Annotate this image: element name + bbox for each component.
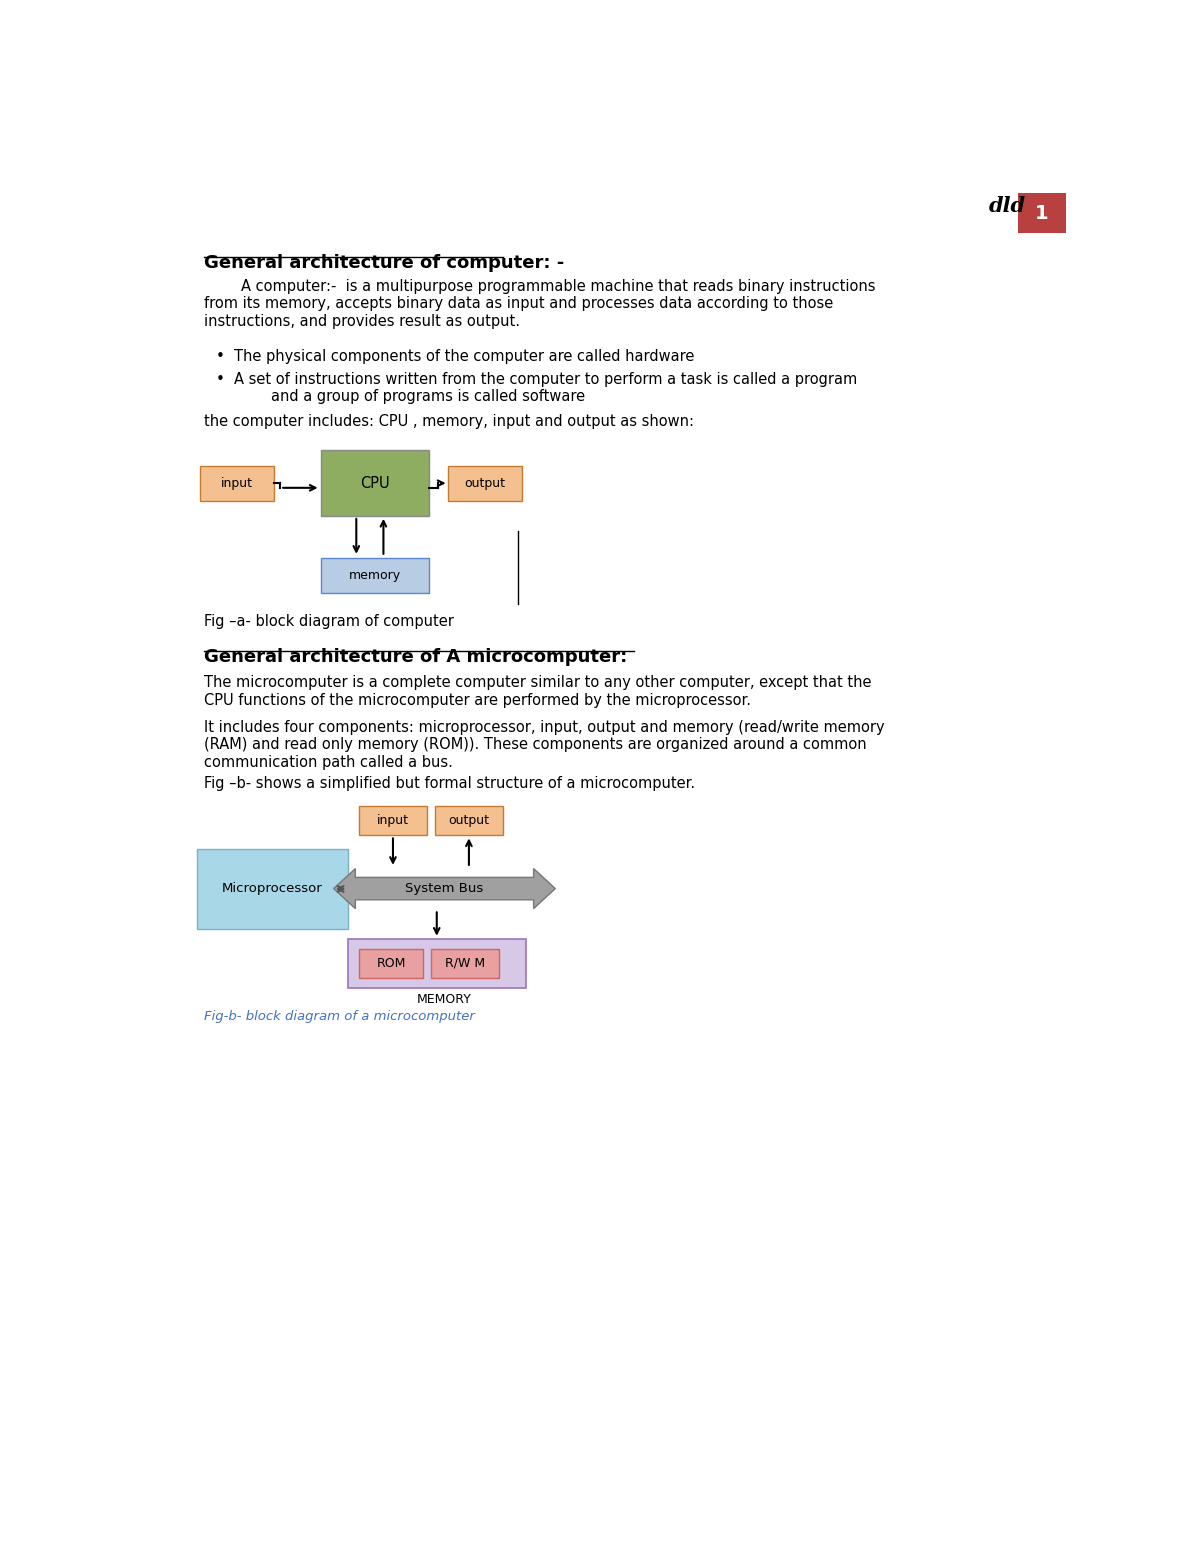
FancyBboxPatch shape [197, 848, 348, 929]
Text: CPU: CPU [360, 475, 390, 491]
Text: •: • [216, 349, 224, 363]
Text: •: • [216, 371, 224, 387]
Text: Microprocessor: Microprocessor [222, 882, 323, 896]
Text: output: output [449, 814, 490, 828]
Text: Fig –b- shows a simplified but formal structure of a microcomputer.: Fig –b- shows a simplified but formal st… [204, 776, 695, 790]
Text: A set of instructions written from the computer to perform a task is called a pr: A set of instructions written from the c… [234, 371, 857, 404]
Text: MEMORY: MEMORY [418, 992, 472, 1005]
Text: General architecture of computer: -: General architecture of computer: - [204, 255, 564, 272]
Text: General architecture of A microcomputer:: General architecture of A microcomputer: [204, 648, 628, 666]
Text: Fig-b- block diagram of a microcomputer: Fig-b- block diagram of a microcomputer [204, 1011, 475, 1023]
FancyBboxPatch shape [348, 940, 526, 988]
FancyBboxPatch shape [1018, 193, 1066, 233]
FancyBboxPatch shape [320, 558, 430, 593]
Text: the computer includes: CPU , memory, input and output as shown:: the computer includes: CPU , memory, inp… [204, 413, 695, 429]
Text: A computer:-  is a multipurpose programmable machine that reads binary instructi: A computer:- is a multipurpose programma… [204, 278, 876, 329]
Text: Fig –a- block diagram of computer: Fig –a- block diagram of computer [204, 613, 454, 629]
Polygon shape [334, 868, 556, 909]
Text: input: input [377, 814, 409, 828]
FancyBboxPatch shape [320, 450, 430, 516]
FancyBboxPatch shape [449, 466, 522, 500]
FancyBboxPatch shape [359, 806, 427, 836]
Text: output: output [464, 477, 505, 489]
Text: The physical components of the computer are called hardware: The physical components of the computer … [234, 349, 694, 363]
FancyBboxPatch shape [359, 949, 422, 978]
Text: The microcomputer is a complete computer similar to any other computer, except t: The microcomputer is a complete computer… [204, 676, 871, 708]
FancyBboxPatch shape [436, 806, 503, 836]
FancyBboxPatch shape [431, 949, 499, 978]
Text: 1: 1 [1036, 203, 1049, 222]
Text: ROM: ROM [377, 957, 406, 969]
Text: System Bus: System Bus [406, 882, 484, 895]
Text: input: input [221, 477, 253, 489]
Text: R/W M: R/W M [444, 957, 485, 969]
Text: memory: memory [349, 568, 401, 582]
Text: It includes four components: microprocessor, input, output and memory (read/writ: It includes four components: microproces… [204, 721, 884, 770]
FancyBboxPatch shape [200, 466, 274, 500]
Text: dld: dld [989, 196, 1026, 216]
